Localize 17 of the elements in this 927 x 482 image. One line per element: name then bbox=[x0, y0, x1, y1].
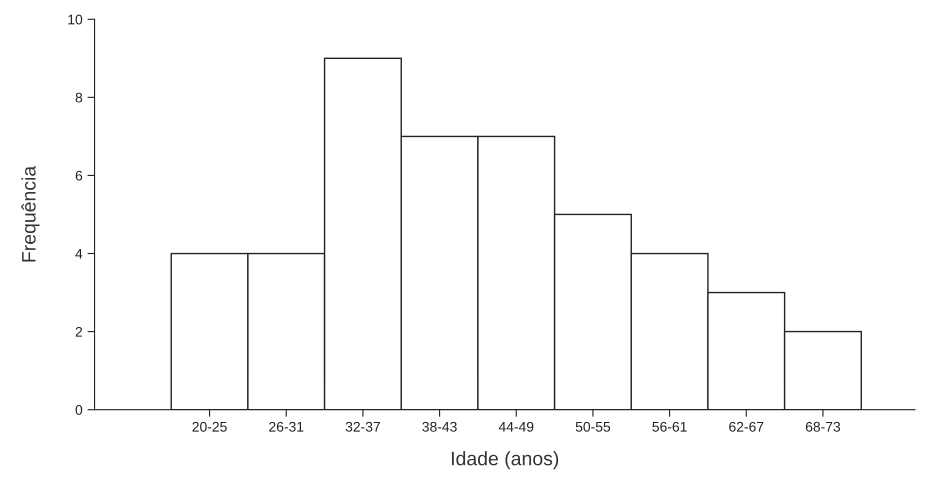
y-tick-label: 6 bbox=[76, 170, 82, 181]
y-tick-label: 2 bbox=[76, 326, 82, 337]
x-tick-label: 62-67 bbox=[729, 422, 764, 432]
x-tick-label: 56-61 bbox=[652, 422, 687, 432]
y-tick-label: 8 bbox=[76, 92, 82, 103]
x-tick-label: 32-37 bbox=[346, 422, 380, 432]
x-tick-label: 26-31 bbox=[269, 422, 304, 432]
x-axis-title: Idade (anos) bbox=[452, 451, 558, 470]
x-tick-label: 20-25 bbox=[192, 422, 227, 432]
x-tick-label: 50-55 bbox=[576, 422, 610, 432]
x-tick-label: 44-49 bbox=[498, 422, 534, 432]
y-tick-label: 10 bbox=[68, 14, 82, 24]
y-tick-label: 4 bbox=[75, 249, 82, 259]
y-tick-label: 0 bbox=[76, 405, 82, 415]
x-tick-label: 68-73 bbox=[806, 422, 840, 432]
y-axis-title: Frequência bbox=[21, 166, 40, 262]
x-tick-label: 38-43 bbox=[422, 422, 457, 432]
